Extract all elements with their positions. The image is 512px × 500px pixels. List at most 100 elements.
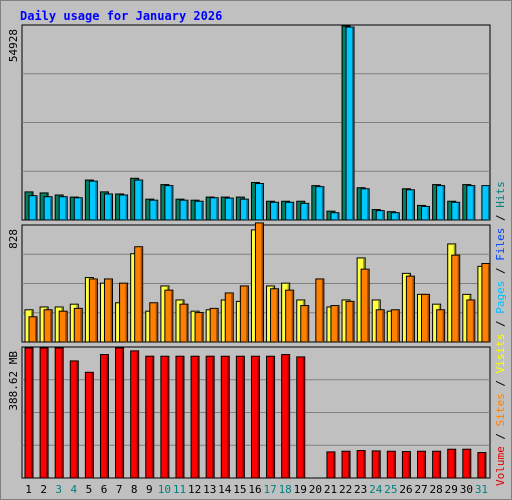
bar-shade-sites-day-14 — [231, 293, 233, 342]
bar-shade-pages-day-23 — [367, 189, 369, 220]
bar-volume-day-29 — [447, 448, 457, 479]
bar-sites-day-26 — [405, 275, 415, 343]
bar-shade-sites-day-2 — [50, 310, 52, 342]
bar-shade-volume-day-22 — [348, 452, 350, 478]
bar-shade-pages-day-30 — [472, 186, 475, 220]
x-tick-label-8: 8 — [131, 483, 138, 496]
bar-volume-day-26 — [401, 451, 411, 479]
legend-item-10: Hits — [494, 181, 507, 208]
bar-shade-volume-day-4 — [76, 361, 78, 478]
x-tick-label-4: 4 — [71, 483, 78, 496]
bar-shade-pages-day-6 — [110, 194, 112, 220]
bar-sites-day-6 — [103, 278, 113, 343]
legend-item-4: Visits — [494, 334, 507, 374]
bar-shade-sites-day-31 — [487, 264, 490, 342]
bar-shade-volume-day-24 — [378, 451, 380, 478]
bar-shade-sites-day-18 — [291, 291, 294, 342]
bar-shade-sites-day-24 — [382, 310, 384, 342]
bar-pages-day-7 — [119, 194, 129, 221]
bar-sites-day-1 — [28, 316, 38, 343]
bar-shade-sites-day-15 — [246, 286, 248, 342]
bar-volume-day-17 — [266, 355, 276, 479]
bar-shade-pages-day-11 — [185, 201, 188, 220]
bar-volume-day-27 — [417, 450, 427, 479]
x-tick-label-11: 11 — [173, 483, 186, 496]
bar-pages-day-24 — [375, 210, 385, 221]
x-tick-label-24: 24 — [369, 483, 383, 496]
bar-sites-day-17 — [270, 288, 280, 343]
bar-volume-day-12 — [190, 355, 200, 479]
bar-shade-pages-day-20 — [321, 187, 324, 220]
bar-shade-pages-day-12 — [201, 202, 203, 220]
x-tick-label-18: 18 — [279, 483, 292, 496]
x-tick-label-25: 25 — [384, 483, 397, 496]
x-tick-label-10: 10 — [158, 483, 171, 496]
bar-sites-day-27 — [421, 293, 431, 343]
bar-shade-sites-day-29 — [457, 256, 460, 342]
legend-item-3: / — [494, 373, 507, 393]
bar-shade-volume-day-23 — [363, 451, 365, 478]
bar-sites-day-3 — [58, 310, 68, 343]
bar-shade-pages-day-3 — [65, 197, 67, 220]
bar-shade-sites-day-23 — [367, 270, 369, 342]
bar-shade-pages-day-18 — [291, 203, 294, 220]
bar-pages-day-26 — [405, 189, 415, 221]
x-tick-label-1: 1 — [25, 483, 32, 496]
bar-pages-day-16 — [254, 183, 264, 221]
bar-shade-volume-day-21 — [332, 452, 335, 478]
x-tick-label-30: 30 — [460, 483, 473, 496]
bar-pages-day-4 — [73, 197, 83, 221]
bar-shade-pages-day-9 — [155, 201, 158, 220]
bar-shade-volume-day-15 — [242, 357, 244, 478]
bar-sites-day-16 — [254, 222, 264, 343]
bar-pages-day-14 — [224, 197, 234, 221]
bar-pages-day-9 — [149, 199, 159, 221]
x-tick-label-13: 13 — [203, 483, 216, 496]
x-tick-label-20: 20 — [309, 483, 322, 496]
bar-pages-day-18 — [285, 201, 295, 221]
bar-shade-pages-day-10 — [170, 186, 173, 220]
bar-shade-sites-day-8 — [140, 247, 143, 342]
bar-volume-day-19 — [296, 356, 306, 479]
bar-shade-pages-day-13 — [216, 198, 218, 220]
bar-shade-sites-day-9 — [155, 303, 158, 342]
x-tick-label-12: 12 — [188, 483, 201, 496]
bar-volume-day-10 — [160, 355, 170, 479]
bar-sites-day-23 — [360, 268, 370, 343]
bar-shade-pages-day-7 — [125, 195, 128, 220]
bar-shade-volume-day-14 — [227, 357, 229, 478]
bar-shade-pages-day-1 — [35, 196, 37, 220]
bar-sites-day-10 — [164, 289, 174, 343]
legend-item-5: / — [494, 314, 507, 334]
bar-sites-day-2 — [43, 309, 53, 343]
bar-sites-day-15 — [239, 285, 249, 343]
bar-shade-volume-day-27 — [423, 452, 426, 478]
bar-volume-day-16 — [250, 355, 260, 479]
bar-shade-sites-day-22 — [352, 302, 354, 342]
x-tick-label-26: 26 — [399, 483, 412, 496]
bar-shade-volume-day-12 — [197, 357, 199, 478]
bar-volume-day-4 — [69, 360, 79, 479]
bar-shade-pages-day-29 — [457, 203, 460, 220]
bar-shade-sites-day-4 — [80, 309, 82, 342]
x-tick-label-15: 15 — [233, 483, 246, 496]
bar-shade-pages-day-31 — [487, 186, 490, 220]
bar-pages-day-21 — [330, 212, 340, 221]
bar-volume-day-7 — [115, 347, 125, 479]
bar-shade-volume-day-26 — [408, 452, 410, 478]
bar-shade-pages-day-14 — [231, 199, 233, 220]
bar-sites-day-19 — [300, 305, 310, 343]
bar-shade-sites-day-7 — [125, 284, 128, 342]
bar-sites-day-18 — [285, 289, 295, 343]
bar-volume-day-8 — [130, 350, 140, 479]
bar-pages-day-15 — [239, 198, 249, 221]
bar-pages-day-8 — [134, 179, 144, 221]
x-tick-label-17: 17 — [263, 483, 276, 496]
bar-sites-day-14 — [224, 292, 234, 343]
bar-pages-day-3 — [58, 196, 68, 221]
x-tick-label-19: 19 — [294, 483, 307, 496]
bar-shade-sites-day-1 — [35, 317, 37, 342]
bar-shade-pages-day-21 — [336, 213, 339, 220]
bar-shade-sites-day-19 — [306, 306, 309, 342]
